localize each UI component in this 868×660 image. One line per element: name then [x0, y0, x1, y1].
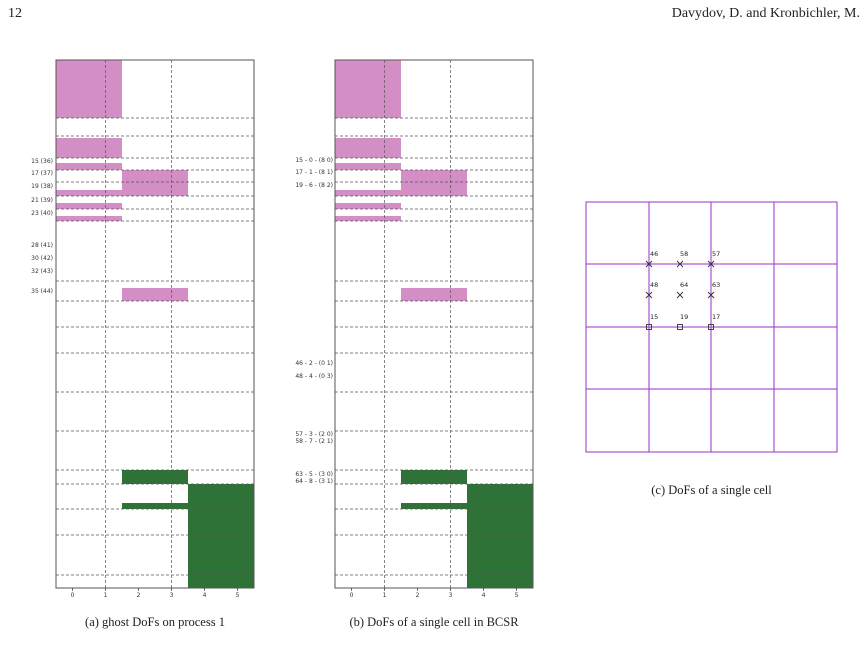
- row-label: 21 (39): [31, 197, 53, 204]
- ghost-dof-block: [122, 170, 188, 196]
- x-tick-label: 2: [137, 592, 141, 599]
- page-number: 12: [8, 6, 22, 21]
- row-label: 30 (42): [31, 255, 53, 262]
- row-label: 15 - 0 - (8 0): [295, 157, 333, 164]
- dof-label: 64: [680, 281, 688, 289]
- running-header: Davydov, D. and Kronbichler, M.: [671, 6, 860, 21]
- caption-panel-b: (b) DoFs of a single cell in BCSR: [349, 615, 519, 629]
- dof-label: 17: [712, 313, 720, 321]
- panel-b-sparsity-plot: 0 1 2 3 4 5 15 - 0 - (8 0) 17 - 1 - (8 1) 19 …: [295, 59, 534, 599]
- x-tick-label: 5: [515, 592, 519, 599]
- ghost-dof-block: [335, 60, 401, 118]
- dof-square-marker: [708, 324, 714, 330]
- x-tick-label: 1: [104, 592, 108, 599]
- ghost-dof-block: [122, 288, 188, 301]
- dof-square-marker: [646, 324, 652, 330]
- panel-b-frame: [334, 59, 534, 589]
- owned-dof-block: [401, 470, 467, 484]
- ghost-dof-block: [335, 163, 401, 170]
- dof-cross-marker: [676, 260, 684, 268]
- row-label: 15 (36): [31, 158, 53, 165]
- dof-square-marker: [677, 324, 683, 330]
- dof-cross-marker: [645, 291, 653, 299]
- caption-panel-c: (c) DoFs of a single cell: [651, 483, 772, 497]
- x-tick-label: 5: [236, 592, 240, 599]
- x-tick-label: 0: [71, 592, 75, 599]
- row-label: 28 (41): [31, 242, 53, 249]
- row-label: 48 - 4 - (0 3): [295, 373, 333, 380]
- owned-dof-block: [122, 503, 188, 509]
- x-tick-label: 3: [449, 592, 453, 599]
- ghost-dof-block: [56, 203, 122, 209]
- panel-a-sparsity-plot: 0 1 2 3 4 5 15 (36) 17 (37) 19 (38) 21 (39) 2…: [31, 59, 255, 599]
- row-label: 23 (40): [31, 210, 53, 217]
- x-tick-label: 0: [350, 592, 354, 599]
- ghost-dof-block: [56, 60, 122, 118]
- row-label: 32 (43): [31, 268, 53, 275]
- panel-a-frame: [55, 59, 255, 589]
- owned-dof-block: [467, 484, 533, 588]
- row-label: 17 (37): [31, 170, 53, 177]
- ghost-dof-block: [335, 216, 401, 221]
- row-label: 17 - 1 - (8 1): [295, 169, 333, 176]
- x-tick-label: 1: [383, 592, 387, 599]
- panel-c-cell-diagram: 46 58 57 48 64 63 15 19 17: [585, 201, 838, 453]
- dof-label: 48: [650, 281, 658, 289]
- dof-cross-marker: [676, 291, 684, 299]
- row-label: 19 (38): [31, 183, 53, 190]
- row-label: 64 - 8 - (3 1): [295, 478, 333, 485]
- x-tick-label: 2: [416, 592, 420, 599]
- ghost-dof-block: [56, 190, 122, 196]
- dof-cross-marker: [645, 260, 653, 268]
- dof-label: 15: [650, 313, 658, 321]
- ghost-dof-block: [56, 138, 122, 158]
- ghost-dof-block: [335, 203, 401, 209]
- x-tick-label: 4: [482, 592, 486, 599]
- row-label: 63 - 5 - (3 0): [295, 471, 333, 478]
- row-label: 57 - 3 - (2 0): [295, 431, 333, 438]
- dof-label: 46: [650, 250, 658, 258]
- row-label: 35 (44): [31, 288, 53, 295]
- dof-label: 19: [680, 313, 688, 321]
- dof-label: 63: [712, 281, 720, 289]
- ghost-dof-block: [335, 190, 401, 196]
- owned-dof-block: [122, 470, 188, 484]
- row-label: 46 - 2 - (0 1): [295, 360, 333, 367]
- dof-cross-marker: [707, 260, 715, 268]
- dof-cross-marker: [707, 291, 715, 299]
- x-tick-label: 4: [203, 592, 207, 599]
- owned-dof-block: [188, 484, 254, 588]
- row-label: 19 - 6 - (8 2): [295, 182, 333, 189]
- caption-panel-a: (a) ghost DoFs on process 1: [85, 615, 225, 629]
- ghost-dof-block: [56, 216, 122, 221]
- row-label: 58 - 7 - (2 1): [295, 438, 333, 445]
- x-tick-label: 3: [170, 592, 174, 599]
- ghost-dof-block: [401, 288, 467, 301]
- dof-label: 58: [680, 250, 688, 258]
- dof-label: 57: [712, 250, 720, 258]
- ghost-dof-block: [335, 138, 401, 158]
- owned-dof-block: [401, 503, 467, 509]
- ghost-dof-block: [401, 170, 467, 196]
- ghost-dof-block: [56, 163, 122, 170]
